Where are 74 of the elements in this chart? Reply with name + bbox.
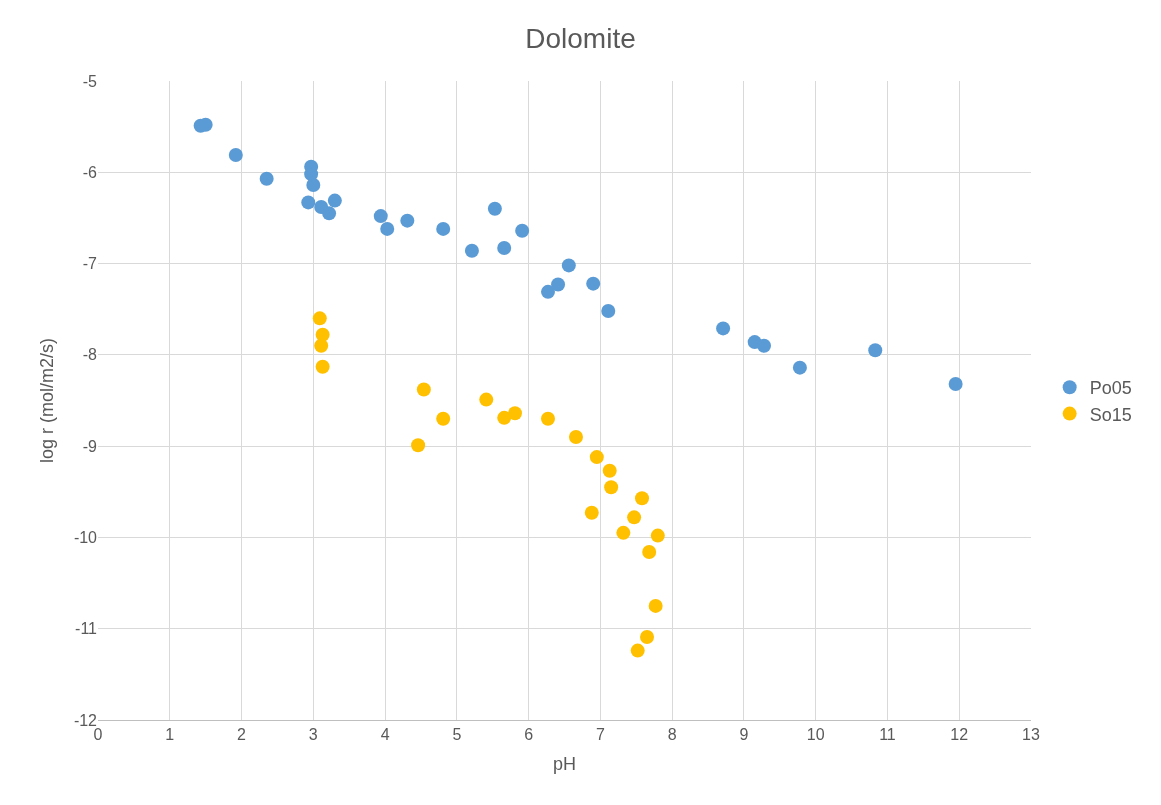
point [411, 438, 426, 453]
legend-label: Po05 [1089, 378, 1132, 399]
point [380, 221, 395, 236]
y-axis-title: log r (mol/m2/s) [37, 337, 58, 464]
x-tick-label: 10 [806, 726, 825, 744]
y-tick-label: -8 [82, 346, 98, 364]
point [487, 201, 502, 216]
point [589, 450, 604, 465]
point [541, 284, 555, 299]
y-tick-label: -9 [82, 437, 98, 455]
x-tick-label: 6 [524, 726, 534, 744]
point [616, 525, 631, 540]
point [757, 338, 772, 353]
point [561, 258, 576, 273]
point [604, 480, 619, 495]
point [479, 392, 494, 407]
point [792, 360, 807, 375]
point [635, 491, 650, 506]
point [301, 195, 316, 210]
point [650, 528, 665, 543]
point [322, 206, 337, 221]
x-tick-label: 1 [165, 726, 175, 744]
x-tick-label: 5 [452, 726, 462, 744]
y-tick-label: -5 [82, 72, 98, 90]
point [464, 243, 479, 258]
point [327, 193, 342, 208]
y-tick-label: -10 [73, 529, 98, 547]
y-tick-label: -12 [73, 711, 98, 729]
point [551, 277, 566, 292]
point [602, 463, 617, 478]
point [642, 545, 657, 560]
point [497, 410, 512, 425]
y-tick-label: -11 [75, 620, 98, 638]
point [373, 209, 388, 224]
point [584, 505, 599, 520]
legend-label: So15 [1089, 404, 1132, 425]
x-tick-label: 7 [595, 726, 605, 744]
point [586, 276, 601, 291]
x-tick-label: 13 [1022, 726, 1040, 744]
point [627, 510, 642, 525]
point [568, 430, 583, 444]
point [436, 411, 451, 426]
point [312, 311, 327, 326]
point [640, 629, 655, 644]
point [306, 178, 321, 193]
point [497, 241, 512, 256]
point [868, 343, 883, 358]
x-tick-label: 11 [879, 726, 896, 744]
point [515, 223, 530, 238]
x-tick-label: 0 [93, 726, 103, 744]
point [315, 359, 330, 374]
point [601, 304, 616, 319]
point [314, 338, 329, 353]
x-tick-label: 2 [237, 726, 247, 744]
point [948, 377, 963, 392]
point [648, 598, 663, 613]
x-tick-label: 4 [380, 726, 390, 744]
point [228, 147, 243, 162]
chart-title: Dolomite [525, 22, 636, 54]
point [541, 411, 555, 426]
x-tick-label: 9 [739, 726, 749, 744]
point [436, 221, 451, 236]
y-tick-label: -7 [82, 255, 98, 273]
point [507, 406, 522, 421]
x-tick-label: 8 [667, 726, 677, 744]
point [416, 382, 431, 397]
x-axis-title: pH [552, 754, 577, 775]
point [630, 643, 645, 658]
point [716, 321, 731, 336]
point [400, 213, 415, 228]
y-tick-label: -6 [82, 163, 98, 181]
x-tick-label: 12 [950, 726, 969, 744]
x-tick-label: 3 [308, 726, 318, 744]
point [259, 171, 274, 186]
